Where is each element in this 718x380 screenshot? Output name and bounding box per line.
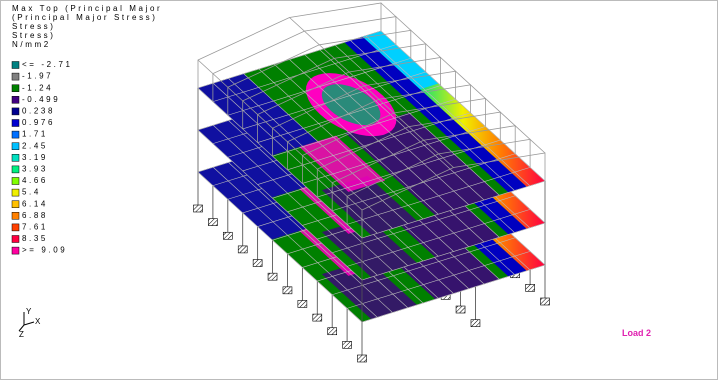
contour-cyan [362, 31, 439, 90]
legend-title: N/mm2 [12, 40, 51, 49]
mesh-line [213, 83, 378, 234]
mesh-line [213, 167, 378, 318]
legend-swatch [11, 96, 20, 104]
legend-label: 7.61 [22, 223, 48, 232]
contour-purple [321, 259, 417, 320]
support [282, 286, 293, 295]
legend-title: Stress) [12, 31, 56, 40]
contour-navy [344, 36, 527, 193]
legend-label: 2.45 [22, 141, 48, 150]
legend-swatch [11, 84, 20, 92]
legend-label: 6.88 [22, 211, 48, 220]
legend-label: -0.499 [22, 95, 60, 104]
legend-swatch [11, 119, 20, 127]
support [252, 259, 263, 267]
legend-label: -1.24 [22, 83, 53, 92]
mesh-line [289, 59, 454, 210]
roof-purlin [197, 59, 363, 211]
support [208, 218, 218, 226]
support [525, 284, 535, 292]
roof-purlin [380, 2, 546, 154]
legend-swatch [11, 142, 20, 150]
legend-label: 8.35 [22, 234, 48, 243]
legend-swatch [11, 212, 20, 220]
legend-swatch [11, 154, 20, 162]
support [357, 354, 367, 363]
support [297, 300, 308, 308]
legend-swatch [11, 235, 20, 243]
support [327, 327, 337, 336]
legend-label: >= 9.09 [22, 246, 67, 255]
mesh-line [228, 78, 393, 229]
support [455, 305, 466, 314]
mesh-line [243, 73, 408, 224]
mesh-line [228, 162, 393, 313]
legend-label: <= -2.71 [22, 60, 73, 69]
legend-label: 3.93 [22, 165, 48, 174]
legend-title: (Principal Major Stress) [12, 13, 158, 22]
legend-label: 4.66 [22, 176, 48, 185]
legend-label: 1.71 [22, 130, 48, 139]
support [237, 245, 248, 254]
support [223, 231, 233, 240]
mesh-line [319, 49, 485, 201]
contour-purple [321, 175, 417, 236]
mesh-line [213, 125, 378, 276]
legend-swatch [11, 223, 20, 232]
legend-swatch [11, 165, 20, 174]
load-label: Load 2 [622, 328, 651, 338]
legend-swatch [11, 61, 20, 69]
contour-purple [321, 217, 417, 278]
axis-triad: Y X Z [18, 307, 41, 339]
roof-purlin [289, 17, 454, 168]
legend-swatch [11, 188, 20, 197]
legend-swatch [11, 130, 20, 139]
support [540, 297, 550, 306]
contour-blue [198, 157, 318, 240]
mesh-line [365, 35, 530, 186]
axis-label: Z [19, 330, 24, 339]
axis-label: X [35, 317, 41, 326]
axis-line [18, 324, 25, 332]
legend-swatch [11, 107, 20, 116]
legend-label: 3.19 [22, 153, 48, 162]
model [193, 2, 550, 363]
legend-swatch [11, 200, 20, 208]
legend-label: 0.976 [22, 118, 55, 127]
legend-label: 6.14 [22, 199, 48, 208]
legend-label: -1.97 [22, 72, 53, 81]
support [342, 341, 352, 349]
support [193, 204, 203, 213]
legend-swatch [11, 177, 20, 185]
legend-label: 0.238 [22, 107, 55, 116]
legend-title: Stress) [12, 22, 56, 31]
mesh-line [274, 64, 439, 215]
legend-title: Max Top (Principal Major [12, 4, 162, 13]
mesh-line [228, 120, 393, 271]
legend-swatch [11, 246, 20, 255]
mesh-line [350, 40, 515, 191]
legend: Max Top (Principal Major(Principal Major… [11, 4, 162, 255]
contour-gray [321, 84, 381, 126]
mesh-line [197, 171, 363, 323]
axis-label: Y [26, 307, 32, 316]
mesh-line [197, 129, 363, 281]
axis-line [23, 321, 35, 326]
contour-blue [198, 115, 318, 198]
legend-label: 5.4 [22, 188, 41, 197]
mesh-line [380, 30, 546, 182]
support [470, 319, 481, 327]
legend-swatch [11, 72, 20, 81]
support [267, 272, 278, 281]
mesh-line [197, 87, 363, 239]
support [312, 313, 323, 322]
